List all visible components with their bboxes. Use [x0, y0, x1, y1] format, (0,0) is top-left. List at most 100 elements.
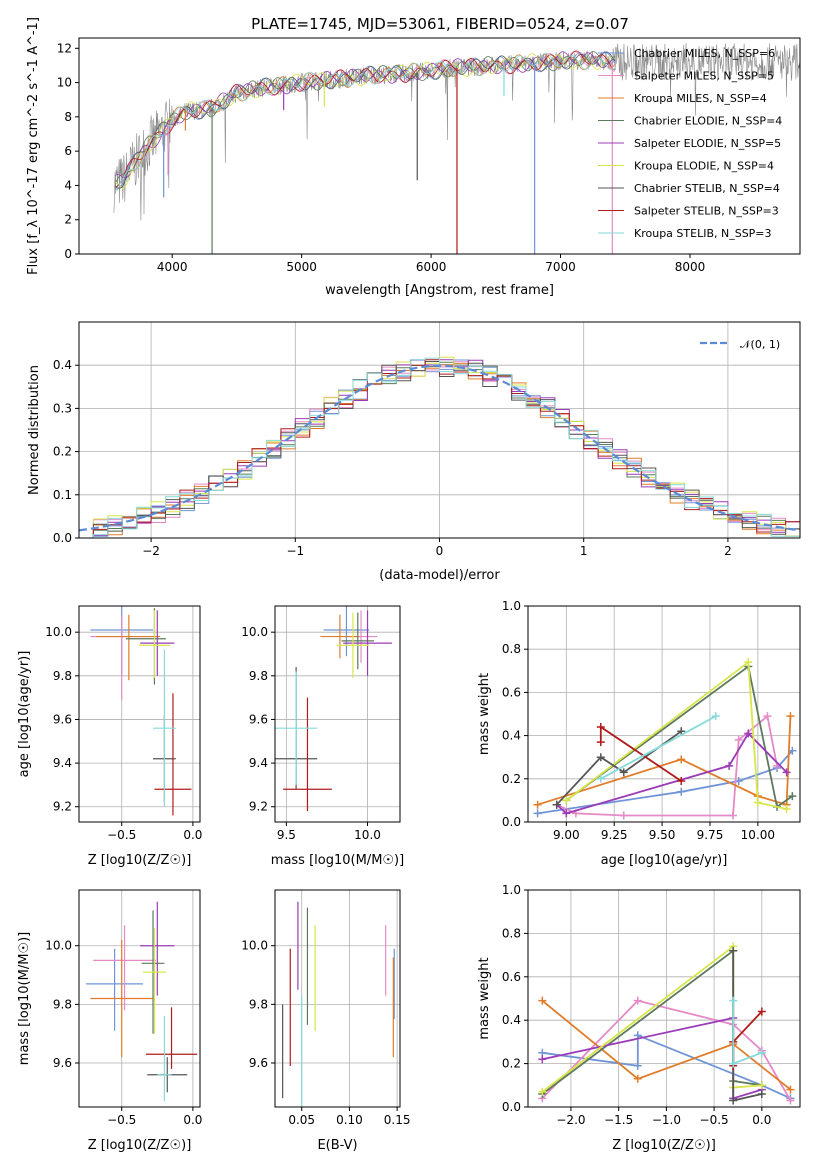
y-tick-label: 0.8 [502, 926, 521, 940]
panel-residual_hist: −2 −1 0 1 2 0.0 0.1 0.2 0.3 0.4 (data-model)/error… [27, 321, 801, 583]
y-axis-label: age [log10(age/yr)] [17, 651, 32, 778]
weight-marker [677, 776, 686, 785]
y-tick-label: 0.2 [53, 445, 72, 459]
x-tick-label: 0.0 [752, 1113, 771, 1127]
legend-entry: Chabrier MILES, N_SSP=6 [634, 47, 775, 60]
weight-marker [757, 1081, 766, 1090]
model-spectrum [114, 53, 616, 189]
gaussian-curve [79, 364, 800, 532]
y-tick-label: 9.4 [249, 756, 268, 770]
plot-layer: 4000 5000 6000 7000 8000024681012wavelength … [17, 17, 801, 1153]
y-tick-label: 0.0 [502, 1100, 521, 1114]
x-tick-label: −2.0 [556, 1113, 585, 1127]
x-tick-label: 4000 [157, 260, 188, 274]
weight-marker [677, 727, 686, 736]
weight-marker [763, 712, 772, 721]
x-tick-label: −0.5 [700, 1113, 729, 1127]
axes-frame [527, 889, 801, 1108]
panel-age_vs_mass: 9.5 10.0 9.2 9.4 9.6 9.8 10.0 mass [log10(M/M☉)… [241, 605, 404, 868]
x-tick-label: −1.0 [652, 1113, 681, 1127]
x-tick-label: 0.10 [336, 1113, 363, 1127]
x-tick-label: 1 [580, 544, 588, 558]
x-axis-label: Z [log10(Z/Z☉)] [88, 1138, 192, 1153]
weight-marker [552, 800, 561, 809]
axes-frame [274, 889, 401, 1108]
legend-entry: Kroupa STELIB, N_SSP=3 [634, 227, 772, 240]
legend-entry: Chabrier STELIB, N_SSP=4 [634, 182, 780, 195]
legend-entry: Kroupa MILES, N_SSP=4 [634, 92, 767, 105]
y-tick-label: 9.8 [53, 997, 72, 1011]
legend-entry: 𝒩(0, 1) [740, 338, 780, 351]
legend-entry: Salpeter ELODIE, N_SSP=5 [634, 137, 781, 150]
y-axis-label: Flux [f_λ 10^-17 erg cm^-2 s^-1 A^-1] [26, 17, 41, 275]
weight-line [565, 664, 793, 809]
model-spectrum [114, 51, 615, 179]
weight-marker [538, 1087, 547, 1096]
weight-marker [729, 996, 738, 1005]
x-tick-label: 0.15 [384, 1113, 411, 1127]
y-tick-label: 10.0 [45, 625, 72, 639]
y-tick-label: 0.8 [502, 642, 521, 656]
y-tick-label: 2 [64, 213, 72, 227]
y-axis-label: mass weight [477, 673, 492, 755]
weight-marker [633, 1074, 642, 1083]
plot-area [90, 606, 192, 816]
weight-marker [744, 658, 753, 667]
y-axis-label: mass weight [477, 957, 492, 1039]
model-spectrum [114, 51, 616, 184]
axes-frame [78, 889, 201, 1108]
axes-frame [78, 605, 201, 823]
plot-area [538, 942, 795, 1105]
x-tick-label: 9.5 [277, 828, 296, 842]
weight-marker [596, 753, 605, 762]
weight-line [556, 714, 778, 817]
plot-area [275, 606, 392, 812]
panel-weight_vs_Z: −2.0 −1.5 −1.0 −0.5 0.0 0.0 0.2 0.4 0.6 0.8 1.0 Z [… [477, 883, 801, 1153]
y-tick-label: 9.8 [249, 997, 268, 1011]
x-tick-label: 9.50 [649, 828, 676, 842]
weight-marker [782, 768, 791, 777]
x-axis-label: mass [log10(M/M☉)] [271, 853, 404, 868]
weight-marker [729, 946, 738, 955]
weight-marker [596, 774, 605, 783]
y-tick-label: 0.1 [53, 488, 72, 502]
y-tick-label: 4 [64, 178, 72, 192]
axes-frame [274, 605, 401, 823]
panel-age_vs_Z: −0.5 0.0 9.2 9.4 9.6 9.8 10.0 Z [log10(Z/Z☉)] ag… [17, 605, 202, 868]
x-tick-label: 0.0 [183, 1113, 202, 1127]
y-tick-label: 9.6 [53, 712, 72, 726]
weight-line [556, 730, 682, 806]
weight-marker [677, 755, 686, 764]
weight-marker [596, 722, 605, 731]
weight-marker [757, 1048, 766, 1057]
panel-weight_vs_age: 9.00 9.25 9.50 9.75 10.00 0.0 0.2 0.4 0.6 0.8 1.0 a… [477, 599, 801, 868]
x-tick-label: 6000 [416, 260, 447, 274]
y-tick-label: 9.6 [53, 1056, 72, 1070]
x-tick-label: 9.25 [601, 828, 628, 842]
y-tick-label: 9.2 [249, 800, 268, 814]
weight-marker [729, 1059, 738, 1068]
y-tick-label: 9.2 [53, 800, 72, 814]
weight-marker [782, 805, 791, 814]
weight-marker [619, 811, 628, 820]
weight-marker [753, 798, 762, 807]
model-spectrum [114, 52, 616, 192]
weight-marker [533, 809, 542, 818]
plot-area [79, 356, 800, 538]
model-spectrum [115, 51, 616, 188]
y-tick-label: 8 [64, 110, 72, 124]
x-tick-label: 9.00 [553, 828, 580, 842]
panel-spectrum: 4000 5000 6000 7000 8000 0 2 4 6 8 10 12 wavelength … [26, 17, 801, 298]
weight-line [556, 731, 788, 815]
weight-marker [538, 996, 547, 1005]
weight-marker [533, 800, 542, 809]
y-tick-label: 0 [64, 247, 72, 261]
legend-entry: Salpeter MILES, N_SSP=5 [634, 70, 774, 83]
y-tick-label: 9.6 [249, 712, 268, 726]
y-tick-label: 9.8 [53, 669, 72, 683]
legend-entry: Kroupa ELODIE, N_SSP=4 [634, 160, 774, 173]
panel-mass_vs_Z: −0.5 0.0 9.6 9.8 10.0 Z [log10(Z/Z☉)] mass [lo… [17, 889, 202, 1153]
x-axis-label: Z [log10(Z/Z☉)] [88, 853, 192, 868]
weight-marker [633, 996, 642, 1005]
x-axis-label: E(B-V) [317, 1138, 357, 1153]
